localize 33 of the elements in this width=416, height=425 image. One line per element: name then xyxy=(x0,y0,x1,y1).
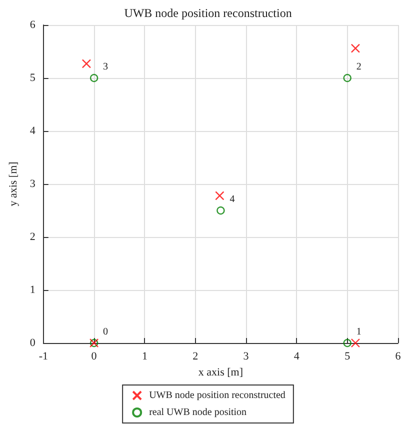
legend-label: real UWB node position xyxy=(149,407,247,418)
y-tick-label: 2 xyxy=(30,231,36,243)
point xyxy=(216,206,225,215)
point xyxy=(343,74,352,82)
x-tick-label: 2 xyxy=(192,350,198,362)
x-tick-label: 5 xyxy=(344,350,351,362)
x-tick-label: 6 xyxy=(395,350,402,362)
point xyxy=(82,59,92,68)
point xyxy=(215,191,224,200)
annotation: 3 xyxy=(103,62,108,72)
legend-label: UWB node position reconstructed xyxy=(149,390,286,401)
y-tick-label: 5 xyxy=(30,72,36,84)
y-tick-label: 3 xyxy=(30,178,36,190)
annotation: 1 xyxy=(356,326,362,338)
x-tick-label: 1 xyxy=(142,350,148,362)
chart-title: UWB node position reconstruction xyxy=(124,6,292,20)
y-tick-label: 4 xyxy=(30,125,36,137)
point xyxy=(90,74,98,82)
point xyxy=(350,338,360,348)
x-tick-label: -1 xyxy=(38,350,48,362)
x-axis-title: x axis [m] xyxy=(198,366,244,378)
point xyxy=(343,338,352,348)
y-axis-title: y axis [m] xyxy=(8,162,20,206)
y-tick-label: 1 xyxy=(30,284,36,296)
annotation: 2 xyxy=(356,62,362,72)
annotation: 0 xyxy=(103,326,108,338)
x-tick-label: 0 xyxy=(91,350,98,362)
y-tick-label: 0 xyxy=(30,337,36,349)
annotation: 4 xyxy=(230,194,235,205)
x-tick-label: 3 xyxy=(243,350,250,362)
x-tick-label: 4 xyxy=(294,350,300,362)
point xyxy=(350,44,360,53)
y-tick-label: 6 xyxy=(30,19,36,31)
